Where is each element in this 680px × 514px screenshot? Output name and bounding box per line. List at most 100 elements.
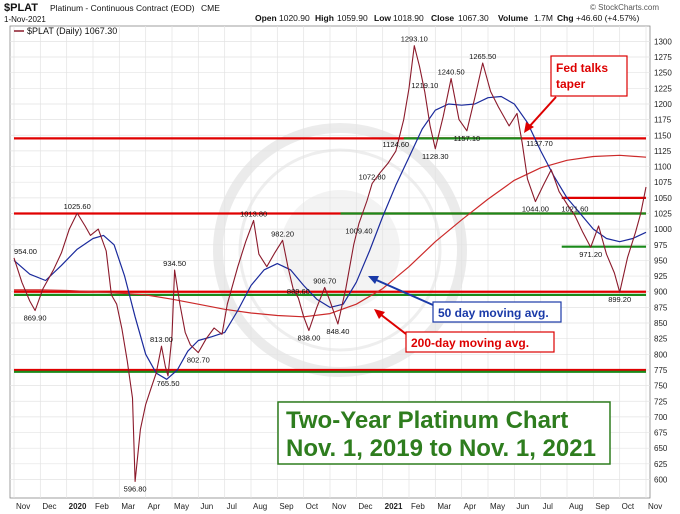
- chg-label: Chg: [557, 13, 574, 23]
- header-name: Platinum - Continuous Contract (EOD): [50, 3, 195, 13]
- ma200-annotation-box: [405, 331, 555, 353]
- y-tick-label: 1300: [654, 37, 672, 46]
- price-label: 1025.60: [64, 202, 91, 211]
- x-tick-label: Oct: [306, 502, 319, 511]
- x-tick-label: Feb: [95, 502, 109, 511]
- price-label: 906.70: [313, 277, 336, 286]
- y-tick-label: 1125: [654, 147, 672, 156]
- x-tick-label: May: [490, 502, 505, 511]
- price-label: 1219.10: [411, 81, 438, 90]
- x-tick-label: 2020: [69, 502, 87, 511]
- close-label: Close: [431, 13, 454, 23]
- y-tick-label: 800: [654, 350, 668, 359]
- y-tick-label: 825: [654, 335, 668, 344]
- x-tick-label: Oct: [622, 502, 635, 511]
- y-tick-label: 1150: [654, 131, 672, 140]
- y-tick-label: 1050: [654, 194, 672, 203]
- header-date: 1-Nov-2021: [4, 15, 46, 24]
- y-tick-label: 1175: [654, 116, 672, 125]
- y-tick-label: 725: [654, 397, 668, 406]
- price-label: 848.40: [326, 327, 349, 336]
- x-tick-label: Dec: [42, 502, 56, 511]
- chart-title-line1: Two-Year Platinum Chart: [286, 407, 568, 434]
- price-label: 1072.80: [359, 173, 386, 182]
- price-label: 889.60: [287, 287, 310, 296]
- open-value: 1020.90: [279, 13, 310, 23]
- fed-arrowhead: [524, 122, 534, 133]
- x-tick-label: May: [174, 502, 189, 511]
- ma200-annotation: 200-day moving avg.: [374, 309, 555, 353]
- fed-annotation-line1: Fed talks: [556, 61, 608, 75]
- ma50-arrowhead: [368, 276, 379, 284]
- ma200-series-line: [14, 154, 647, 318]
- price-label: 1293.10: [401, 35, 428, 44]
- legend: $PLAT (Daily) 1067.30: [14, 26, 117, 36]
- x-tick-label: Jun: [516, 502, 529, 511]
- price-label: 1157.10: [454, 134, 481, 143]
- fed-annotation: Fed talks taper: [524, 55, 628, 133]
- y-tick-label: 875: [654, 303, 668, 312]
- price-label: 1265.50: [469, 52, 496, 61]
- x-tick-label: Nov: [332, 502, 346, 511]
- chart-title-box: Two-Year Platinum Chart Nov. 1, 2019 to …: [277, 401, 611, 465]
- ma50-series-line: [13, 95, 647, 380]
- high-value: 1059.90: [337, 13, 368, 23]
- y-tick-label: 1225: [654, 84, 672, 93]
- price-label: 1128.30: [422, 152, 449, 161]
- y-tick-label: 975: [654, 241, 668, 250]
- ma50-annotation-text: 50 day moving avg.: [438, 306, 549, 320]
- x-tick-label: Nov: [16, 502, 30, 511]
- header-symbol: $PLAT: [4, 2, 38, 14]
- ma50-annotation: 50 day moving avg.: [368, 276, 562, 323]
- price-label: 982.20: [271, 229, 294, 238]
- price-label: 869.90: [24, 314, 47, 323]
- price-label: 596.80: [124, 484, 147, 493]
- fed-annotation-box: [550, 55, 628, 97]
- y-tick-label: 750: [654, 382, 668, 391]
- x-tick-label: Apr: [464, 502, 477, 511]
- price-label: 1044.00: [522, 205, 549, 214]
- price-label: 1240.50: [438, 68, 465, 77]
- price-label: 813.00: [150, 335, 173, 344]
- ma200-arrow: [379, 313, 407, 335]
- y-tick-label: 900: [654, 288, 668, 297]
- x-tick-label: 2021: [385, 502, 403, 511]
- volume-value: 1.7M: [534, 13, 553, 23]
- y-tick-label: 1000: [654, 225, 672, 234]
- price-label: 1009.40: [345, 226, 372, 235]
- fed-arrow: [527, 96, 557, 129]
- price-label: 838.00: [297, 334, 320, 343]
- y-tick-label: 1275: [654, 53, 672, 62]
- x-tick-label: Nov: [648, 502, 662, 511]
- ma50-annotation-box: [432, 301, 562, 323]
- header-exchange: CME: [201, 3, 220, 13]
- price-label: 1137.70: [526, 139, 553, 148]
- price-label: 765.50: [157, 379, 180, 388]
- price-label: 1021.60: [561, 205, 588, 214]
- y-tick-label: 1025: [654, 209, 672, 218]
- support-resistance-lines: [14, 137, 646, 373]
- y-tick-label: 850: [654, 319, 668, 328]
- price-label: 954.00: [14, 247, 37, 256]
- fed-annotation-line2: taper: [556, 77, 586, 91]
- series-layer: [13, 45, 647, 483]
- price-label: 802.70: [187, 356, 210, 365]
- ma50-arrow: [373, 278, 434, 306]
- y-tick-label: 625: [654, 460, 668, 469]
- x-tick-label: Mar: [121, 502, 135, 511]
- price-label: 899.20: [608, 295, 631, 304]
- y-tick-label: 925: [654, 272, 668, 281]
- low-value: 1018.90: [393, 13, 424, 23]
- y-axis: 600 625 650 675 700 725 750 775 800 825 850 875 900 9…: [654, 37, 672, 484]
- open-label: Open: [255, 13, 277, 23]
- price-labels: 954.00 869.90 1025.60 596.80 813.00 765.50 934…: [14, 35, 631, 494]
- y-tick-label: 675: [654, 429, 668, 438]
- y-tick-label: 600: [654, 475, 668, 484]
- ma200-annotation-text: 200-day moving avg.: [411, 336, 529, 350]
- x-tick-label: Jul: [227, 502, 237, 511]
- x-tick-label: Mar: [437, 502, 451, 511]
- x-tick-label: Jul: [543, 502, 553, 511]
- x-tick-label: Aug: [253, 502, 267, 511]
- y-tick-label: 950: [654, 256, 668, 265]
- y-tick-label: 1200: [654, 100, 672, 109]
